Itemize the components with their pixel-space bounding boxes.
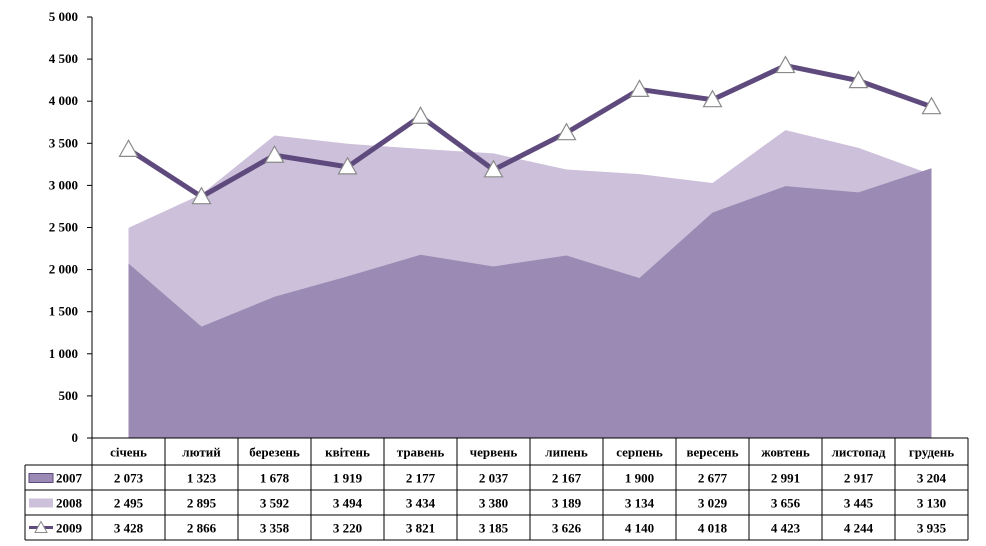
legend-label-2009: 2009 xyxy=(56,521,83,536)
data-cell-2009: 3 935 xyxy=(917,521,947,536)
point-marker-2009 xyxy=(337,156,358,175)
point-marker-2009 xyxy=(921,96,942,115)
line-layer xyxy=(118,55,942,205)
data-cell-2009: 3 821 xyxy=(406,521,435,536)
data-cell-2007: 2 073 xyxy=(114,471,144,486)
data-cell-2009: 2 866 xyxy=(187,521,217,536)
data-cell-2008: 3 029 xyxy=(698,496,728,511)
data-cell-2007: 1 678 xyxy=(260,471,290,486)
y-tick-label: 2 000 xyxy=(49,262,78,277)
y-tick-label: 5 000 xyxy=(49,9,78,24)
data-cell-2009: 3 185 xyxy=(479,521,509,536)
data-cell-2009: 4 140 xyxy=(625,521,654,536)
data-cell-2009: 4 244 xyxy=(844,521,874,536)
y-tick-label: 1 000 xyxy=(49,346,78,361)
x-category-label: жовтень xyxy=(761,445,810,460)
data-cell-2008: 2 495 xyxy=(114,496,144,511)
point-marker-2009 xyxy=(118,139,139,157)
y-tick-label: 2 500 xyxy=(49,220,78,235)
data-cell-2008: 3 434 xyxy=(406,496,436,511)
data-cell-2009: 3 428 xyxy=(114,521,144,536)
point-marker-2009 xyxy=(410,106,431,124)
x-category-label: грудень xyxy=(909,445,954,460)
data-cell-2007: 2 917 xyxy=(844,471,874,486)
area-layer xyxy=(128,130,932,438)
x-category-label: січень xyxy=(110,445,147,460)
data-cell-2007: 1 323 xyxy=(187,471,217,486)
y-tick-label: 3 500 xyxy=(49,135,78,150)
x-category-label: травень xyxy=(397,445,445,460)
data-cell-2009: 4 423 xyxy=(771,521,801,536)
data-cell-2008: 3 494 xyxy=(333,496,363,511)
data-cell-2009: 4 018 xyxy=(698,521,728,536)
line-series-2009 xyxy=(127,62,933,200)
point-marker-2009 xyxy=(191,186,212,205)
x-category-label: вересень xyxy=(686,445,738,460)
data-cell-2008: 3 656 xyxy=(771,496,801,511)
point-marker-2009 xyxy=(775,55,796,74)
area-series-2007 xyxy=(128,168,932,438)
axes-layer: 0 500 1 000 1 500 2 000 2 500 3 000 3 500 4 000 4… xyxy=(49,9,93,445)
data-cell-2007: 2 991 xyxy=(771,471,800,486)
x-category-label: червень xyxy=(470,445,518,460)
data-cell-2007: 2 037 xyxy=(479,471,509,486)
y-tick-label: 3 000 xyxy=(49,177,78,192)
point-marker-2009 xyxy=(702,89,723,108)
x-category-label: липень xyxy=(545,445,588,460)
point-marker-2009 xyxy=(848,70,869,89)
data-cell-2007: 2 167 xyxy=(552,471,582,486)
data-cell-2008: 3 592 xyxy=(260,496,289,511)
data-cell-2009: 3 220 xyxy=(333,521,362,536)
x-category-label: лютий xyxy=(182,445,221,460)
data-cell-2008: 3 189 xyxy=(552,496,582,511)
data-cell-2008: 3 134 xyxy=(625,496,655,511)
data-cell-2007: 2 177 xyxy=(406,471,436,486)
y-tick-label: 4 500 xyxy=(49,51,78,66)
data-cell-2009: 3 626 xyxy=(552,521,582,536)
data-cell-2008: 3 130 xyxy=(917,496,946,511)
y-tick-label: 500 xyxy=(59,388,79,403)
data-cell-2007: 1 900 xyxy=(625,471,654,486)
data-cell-2007: 3 204 xyxy=(917,471,947,486)
point-marker-2009 xyxy=(264,145,285,163)
data-cell-2007: 2 677 xyxy=(698,471,728,486)
point-marker-2009 xyxy=(483,159,504,178)
data-cell-2007: 1 919 xyxy=(333,471,363,486)
y-tick-label: 1 500 xyxy=(49,304,78,319)
y-tick-label: 0 xyxy=(72,430,79,445)
data-table: січень лютий березень квітень травень червень… xyxy=(24,437,969,541)
data-cell-2009: 3 358 xyxy=(260,521,290,536)
legend-key-2008 xyxy=(29,498,53,508)
legend-label-2007: 2007 xyxy=(56,471,83,486)
x-category-label: серпень xyxy=(616,445,663,460)
data-cell-2008: 3 380 xyxy=(479,496,508,511)
legend-key-2007 xyxy=(28,473,54,483)
x-category-label: березень xyxy=(249,445,300,460)
data-cell-2008: 3 445 xyxy=(844,496,874,511)
x-category-label: квітень xyxy=(325,445,370,460)
legend-label-2008: 2008 xyxy=(56,496,83,511)
legend-marker-2009 xyxy=(34,520,48,533)
x-category-label: листопад xyxy=(832,445,886,460)
data-cell-2008: 2 895 xyxy=(187,496,217,511)
point-marker-2009 xyxy=(556,122,577,141)
point-marker-2009 xyxy=(629,79,650,98)
y-tick-label: 4 000 xyxy=(49,93,78,108)
